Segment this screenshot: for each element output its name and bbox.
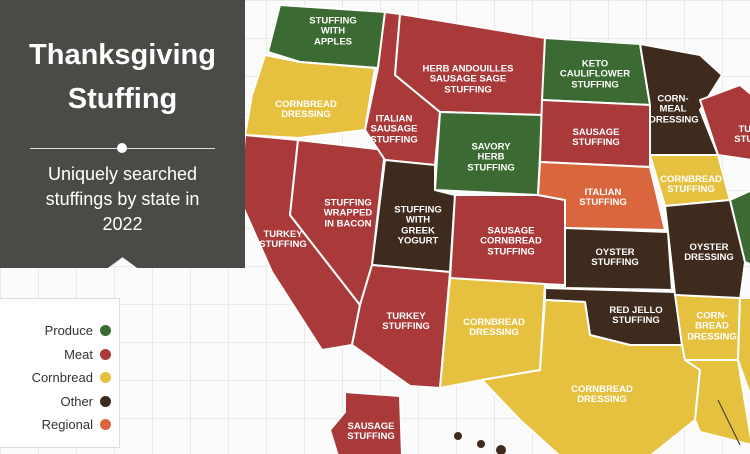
state-label: OYSTER DRESSING — [684, 241, 734, 263]
legend-label: Produce — [44, 323, 93, 338]
state-label: SAUSAGE STUFFING — [572, 126, 620, 148]
legend-item: Cornbread — [32, 370, 111, 385]
state-label: CORNBREAD DRESSING — [275, 98, 337, 120]
state-label: CORNBREAD DRESSING — [463, 316, 525, 338]
island — [477, 440, 485, 448]
legend-swatch — [100, 395, 111, 407]
legend-swatch — [100, 419, 111, 430]
state — [244, 54, 376, 139]
pointer — [717, 399, 741, 446]
legend-item: Regional — [42, 417, 111, 432]
state-label: STUFFING WITH APPLES — [309, 15, 357, 48]
island — [496, 445, 506, 454]
state-label: SAUSAGE CORNBREAD STUFFING — [480, 225, 542, 258]
legend-swatch — [100, 348, 111, 360]
legend-swatch — [100, 372, 111, 383]
state-label: CORNBREAD DRESSING — [571, 383, 633, 405]
title: Thanksgiving Stuffing — [29, 39, 216, 115]
legend-swatch — [100, 325, 111, 336]
legend: Produce Meat Cornbread Other Regional — [0, 298, 120, 448]
state-label: TURKEY STUFFING — [382, 310, 430, 332]
divider-dot — [117, 143, 127, 153]
state — [699, 84, 750, 161]
state-label: SAUSAGE STUFFING — [347, 420, 395, 442]
state — [351, 264, 451, 389]
legend-item: Meat — [64, 347, 111, 362]
state-label: RED JELLO STUFFING — [609, 304, 663, 326]
state-label: TURKEY STUFFING — [734, 123, 750, 145]
state — [729, 189, 750, 266]
state-label: CORN- MEAL DRESSING — [649, 93, 699, 126]
state — [737, 297, 750, 398]
title-panel: Thanksgiving Stuffing Uniquely searched … — [0, 0, 245, 268]
state — [639, 43, 723, 156]
legend-item: Produce — [45, 323, 111, 338]
legend-label: Cornbread — [31, 370, 93, 385]
island — [454, 432, 462, 440]
state-label: CORNBREAD STUFFING — [660, 173, 722, 195]
state-label: CORN- BREAD DRESSING — [687, 310, 737, 343]
state-label: STUFFING WRAPPED IN BACON — [323, 197, 373, 230]
subtitle: Uniquely searched stuffings by state in … — [45, 164, 200, 235]
state-label: SAVORY HERB STUFFING — [467, 141, 515, 174]
state-label: HERB ANDOUILLES SAUSAGE SAGE STUFFING — [422, 63, 514, 96]
state-label: KETO CAULIFLOWER STUFFING — [559, 58, 631, 91]
legend-label: Other — [60, 393, 93, 409]
legend-label: Meat — [64, 346, 93, 362]
state-label: STUFFING WITH GREEK YOGURT — [394, 204, 442, 247]
state-label: ITALIAN STUFFING — [579, 186, 627, 208]
state — [564, 227, 673, 291]
state-label: OYSTER STUFFING — [591, 246, 639, 268]
state — [329, 391, 403, 454]
state-label: ITALIAN SAUSAGE STUFFING — [370, 113, 418, 146]
legend-item: Other — [60, 394, 111, 409]
legend-label: Regional — [41, 417, 93, 432]
state-label: TURKEY STUFFING — [259, 228, 307, 250]
